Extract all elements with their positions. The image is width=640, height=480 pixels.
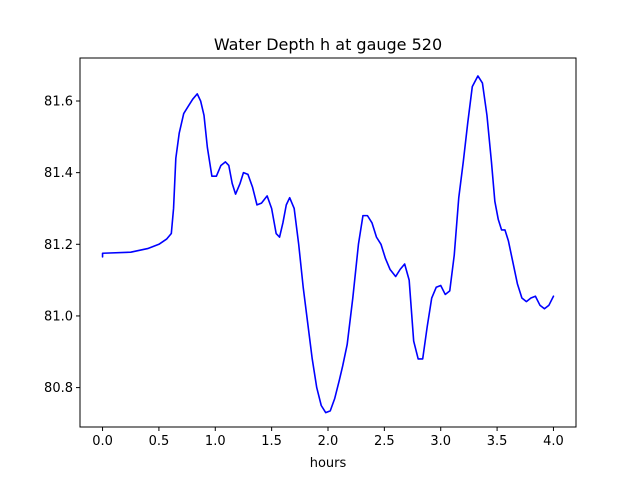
series-line bbox=[101, 75, 555, 414]
y-tick-label: 81.6 bbox=[44, 94, 73, 109]
x-axis-title: hours bbox=[310, 456, 347, 471]
y-axis: 80.8 81.0 81.2 81.4 81.6 bbox=[44, 94, 80, 396]
x-tick-label: 1.5 bbox=[261, 434, 282, 449]
x-tick-label: 3.0 bbox=[430, 434, 451, 449]
x-tick-label: 1.0 bbox=[205, 434, 226, 449]
y-tick-label: 81.0 bbox=[44, 309, 73, 324]
x-tick-label: 3.5 bbox=[487, 434, 508, 449]
x-tick-label: 0.5 bbox=[149, 434, 170, 449]
x-tick-label: 0.0 bbox=[92, 434, 113, 449]
x-axis: 0.0 0.5 1.0 1.5 2.0 2.5 3.0 3.5 4.0 bbox=[92, 427, 564, 449]
y-tick-label: 81.4 bbox=[44, 166, 73, 181]
chart-title: Water Depth h at gauge 520 bbox=[214, 35, 442, 54]
plot-frame bbox=[79, 57, 577, 428]
plot-area bbox=[79, 57, 577, 428]
y-tick-label: 80.8 bbox=[44, 381, 73, 396]
x-tick-label: 2.0 bbox=[318, 434, 339, 449]
x-tick-label: 2.5 bbox=[374, 434, 395, 449]
y-tick-label: 81.2 bbox=[44, 238, 73, 253]
x-tick-label: 4.0 bbox=[543, 434, 564, 449]
